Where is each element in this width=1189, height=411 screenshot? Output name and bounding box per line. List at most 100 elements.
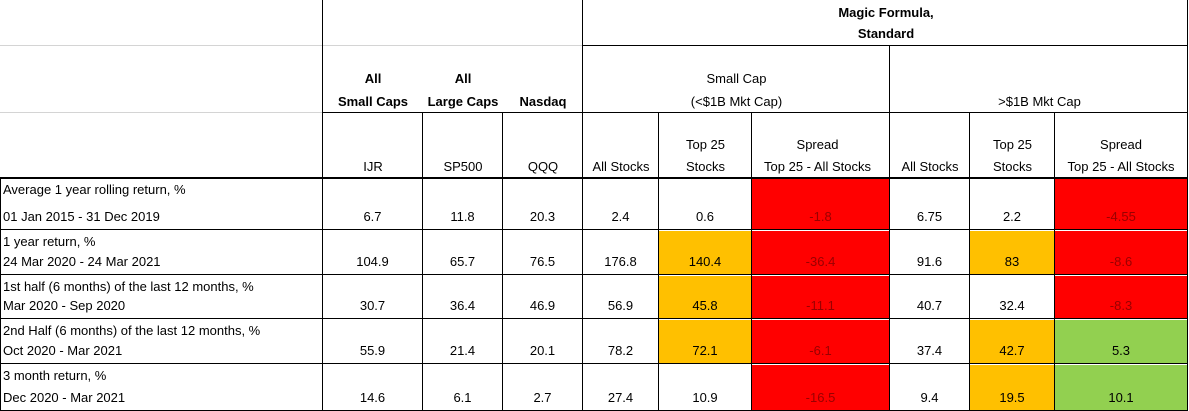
value-cell: 76.5 [529,254,556,269]
value-cell: 65.7 [449,254,476,269]
value-cell: 5.3 [1111,343,1131,358]
all-large-caps-line1: All [423,68,503,88]
cell-fill-red [752,231,889,274]
row-label-line2: Oct 2020 - Mar 2021 [3,343,123,358]
value-cell: -36.4 [805,254,836,269]
value-cell: -4.55 [1106,209,1136,224]
value-cell: -8.6 [1109,254,1133,269]
gridline [0,112,322,113]
all-large-caps-label: Large Caps [427,93,499,109]
value-cell: -11.1 [806,298,835,313]
border [889,45,890,411]
border [969,112,970,411]
all-stocks-label: All Stocks [592,158,650,174]
value-cell: 6.75 [916,209,943,224]
large-cap-label: >$1B Mkt Cap [998,93,1081,109]
nasdaq-label: Nasdaq [519,93,567,109]
subheader-top25-large-line1: Top 25 [970,134,1055,154]
cell-fill-red [752,179,889,229]
cell-fill-green [1055,320,1187,363]
gridline [0,45,322,46]
value-cell: -8.3 [1109,298,1133,313]
ticker-ijr: IJR [323,156,423,176]
subheader-all-stocks-small: All Stocks [583,156,659,176]
border [322,112,1188,113]
value-cell: 104.9 [356,254,389,269]
cell-fill-red [1055,231,1187,274]
gridline [323,45,583,46]
ticker-label: IJR [363,158,383,174]
value-cell: 0.6 [695,209,715,224]
stocks-label: Stocks [685,158,725,174]
value-cell: 37.4 [916,343,943,358]
ticker-label: SP500 [443,158,483,174]
spread-label: Spread [1100,136,1142,152]
value-cell: 83 [1004,254,1020,269]
cell-fill-red [1055,179,1187,229]
row-border [0,229,1188,230]
subheader-spread-small-line2: Top 25 - All Stocks [752,156,883,176]
large-cap-header: >$1B Mkt Cap [890,91,1189,111]
value-cell: -6.1 [809,343,832,358]
value-cell: 56.9 [607,298,634,313]
ticker-label: QQQ [527,158,559,174]
all-stocks-label: All Stocks [901,158,959,174]
subheader-spread-small-line1: Spread [752,134,883,154]
border [1187,0,1188,411]
border [1054,112,1055,411]
value-cell: 9.4 [920,390,939,405]
row-label-line2: Dec 2020 - Mar 2021 [3,390,126,405]
cell-fill-red [1055,276,1187,318]
value-cell: 32.4 [999,298,1025,313]
subheader-top25-small-line2: Stocks [659,156,752,176]
row-label-line2: Mar 2020 - Sep 2020 [3,298,126,313]
value-cell: 20.3 [529,209,556,224]
magic-formula-title: Magic Formula, [583,3,1189,23]
row-label-line1: 1st half (6 months) of the last 12 month… [3,279,254,294]
spread-desc: Top 25 - All Stocks [1067,158,1175,174]
all-small-caps-line2: Small Caps [323,91,423,111]
nasdaq-header: Nasdaq [503,91,583,111]
value-cell: 140.4 [688,254,722,269]
all-large-caps-line2: Large Caps [423,91,503,111]
all-large-caps-all: All [454,70,472,86]
cell-fill-orange [970,231,1054,274]
spread-desc: Top 25 - All Stocks [764,158,871,174]
cell-fill-red [752,276,889,318]
border [422,112,423,411]
small-cap-range: (<$1B Mkt Cap) [690,93,783,109]
row-label-line1: 1 year return, % [3,234,96,249]
value-cell: -16.5 [805,390,836,405]
value-cell: 2.7 [533,390,552,405]
ticker-qqq: QQQ [503,156,583,176]
value-cell: 20.1 [529,343,556,358]
value-cell: 45.8 [692,298,718,313]
magic-formula-subtitle: Standard [583,24,1189,44]
subheader-top25-small-line1: Top 25 [659,134,752,154]
value-cell: 36.4 [449,298,476,313]
value-cell: 10.9 [692,390,718,405]
magic-formula-title-line1: Magic Formula, [838,5,934,20]
value-cell: 21.4 [449,343,476,358]
value-cell: 42.7 [999,343,1025,358]
cell-fill-red [752,320,889,363]
small-cap-label: Small Cap [706,70,767,86]
value-cell: 10.1 [1108,390,1134,405]
spread-label: Spread [796,136,839,152]
row-label-line1: 2nd Half (6 months) of the last 12 month… [3,323,261,338]
cell-fill-orange [659,320,751,363]
value-cell: 46.9 [529,298,556,313]
border [751,112,752,411]
row-border [0,274,1188,275]
border [0,177,1,411]
value-cell: 14.6 [359,390,386,405]
value-cell: 91.6 [916,254,943,269]
ticker-sp500: SP500 [423,156,503,176]
value-cell: 6.7 [363,209,382,224]
border [582,0,583,411]
row-label-line1: 3 month return, % [3,368,107,383]
top25-label: Top 25 [992,136,1033,152]
border [502,112,503,411]
small-cap-header-line1: Small Cap [583,68,890,88]
